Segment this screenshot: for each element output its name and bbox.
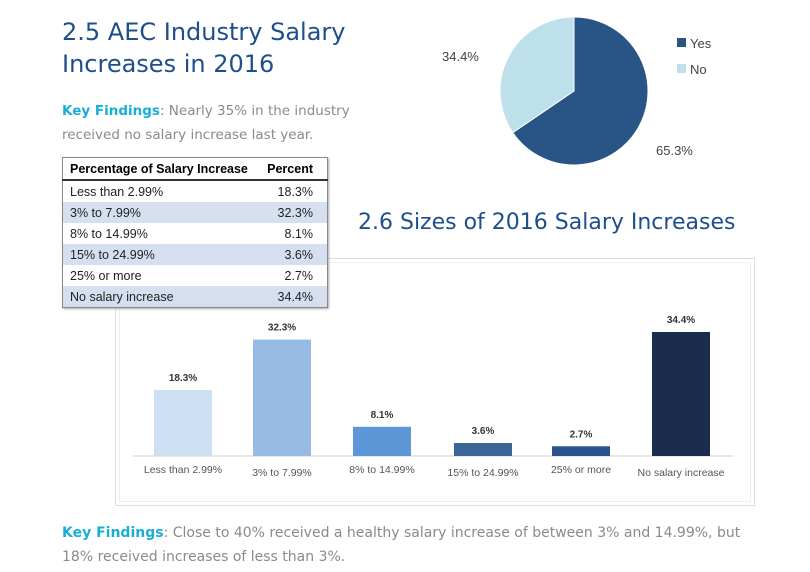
bar	[353, 426, 411, 456]
title-line-2: Increases in 2016	[62, 50, 275, 78]
key-findings-2: Key Findings: Close to 40% received a he…	[62, 521, 762, 569]
percent-cell: 32.3%	[258, 202, 328, 223]
legend-label: Yes	[690, 36, 712, 51]
salary-table: Percentage of Salary Increase Percent Les…	[62, 157, 328, 308]
bar-data-label: 8.1%	[371, 410, 394, 421]
category-cell: 25% or more	[70, 268, 142, 283]
bar-chart-title: 2.6 Sizes of 2016 Salary Increases	[358, 210, 736, 235]
key-findings-1: Key Findings: Nearly 35% in the industry…	[62, 99, 362, 147]
x-tick-label: 15% to 24.99%	[447, 467, 518, 479]
x-tick-label: Less than 2.99%	[144, 464, 222, 476]
pie-chart: 65.3% Yes 34.4% No	[442, 16, 712, 166]
pie-slice-yes	[512, 16, 649, 166]
bar	[154, 390, 212, 456]
table-row: No salary increase 34.4%	[62, 286, 328, 308]
legend-swatch	[677, 38, 686, 47]
bar-data-label: 18.3%	[169, 373, 197, 384]
bar-data-label: 2.7%	[570, 429, 593, 440]
bar	[552, 446, 610, 456]
percent-cell: 3.6%	[258, 244, 328, 265]
key-findings-text: : Nearly 35% in the industry received no…	[62, 103, 350, 143]
table-row: 15% to 24.99% 3.6%	[62, 244, 328, 265]
x-tick-label: 8% to 14.99%	[349, 464, 414, 476]
bar-data-label: 3.6%	[472, 426, 495, 437]
x-tick-label: No salary increase	[638, 467, 725, 479]
bar-data-label: 34.4%	[667, 315, 695, 326]
key-findings-label: Key Findings	[62, 103, 160, 119]
bar-chart-frame	[115, 258, 755, 506]
x-tick-label: 3% to 7.99%	[252, 467, 312, 479]
category-cell: 8% to 14.99%	[70, 226, 148, 241]
bar	[652, 332, 710, 456]
percent-cell: 18.3%	[277, 184, 313, 199]
title-line-1: 2.5 AEC Industry Salary	[62, 18, 346, 46]
category-cell: No salary increase	[62, 286, 259, 308]
percent-cell: 8.1%	[284, 226, 314, 241]
page-title: 2.5 AEC Industry Salary Increases in 2016	[62, 16, 346, 80]
table-header: Percentage of Salary Increase Percent	[62, 157, 328, 181]
percent-cell: 34.4%	[258, 286, 328, 308]
category-cell: 15% to 24.99%	[62, 244, 259, 265]
table-row: 3% to 7.99% 32.3%	[62, 202, 328, 223]
legend-swatch	[677, 64, 686, 73]
x-tick-label: 25% or more	[551, 464, 611, 476]
key-findings-label: Key Findings	[62, 525, 164, 541]
bar-data-label: 32.3%	[268, 323, 296, 334]
table-row: 8% to 14.99% 8.1%	[63, 223, 328, 244]
pie-data-label: 34.4%	[442, 49, 479, 64]
percent-cell: 2.7%	[284, 268, 314, 283]
key-findings-text: : Close to 40% received a healthy salary…	[62, 525, 741, 565]
category-cell: Less than 2.99%	[70, 184, 164, 199]
legend-label: No	[690, 62, 707, 77]
table-row: Less than 2.99% 18.3%	[63, 180, 328, 202]
bar	[454, 443, 512, 456]
table-row: 25% or more 2.7%	[63, 265, 328, 286]
bar	[253, 339, 311, 456]
header-percent: Percent	[258, 157, 328, 181]
pie-data-label: 65.3%	[656, 143, 693, 158]
header-category: Percentage of Salary Increase	[62, 157, 259, 181]
category-cell: 3% to 7.99%	[62, 202, 259, 223]
pie-slice-no	[499, 16, 575, 134]
